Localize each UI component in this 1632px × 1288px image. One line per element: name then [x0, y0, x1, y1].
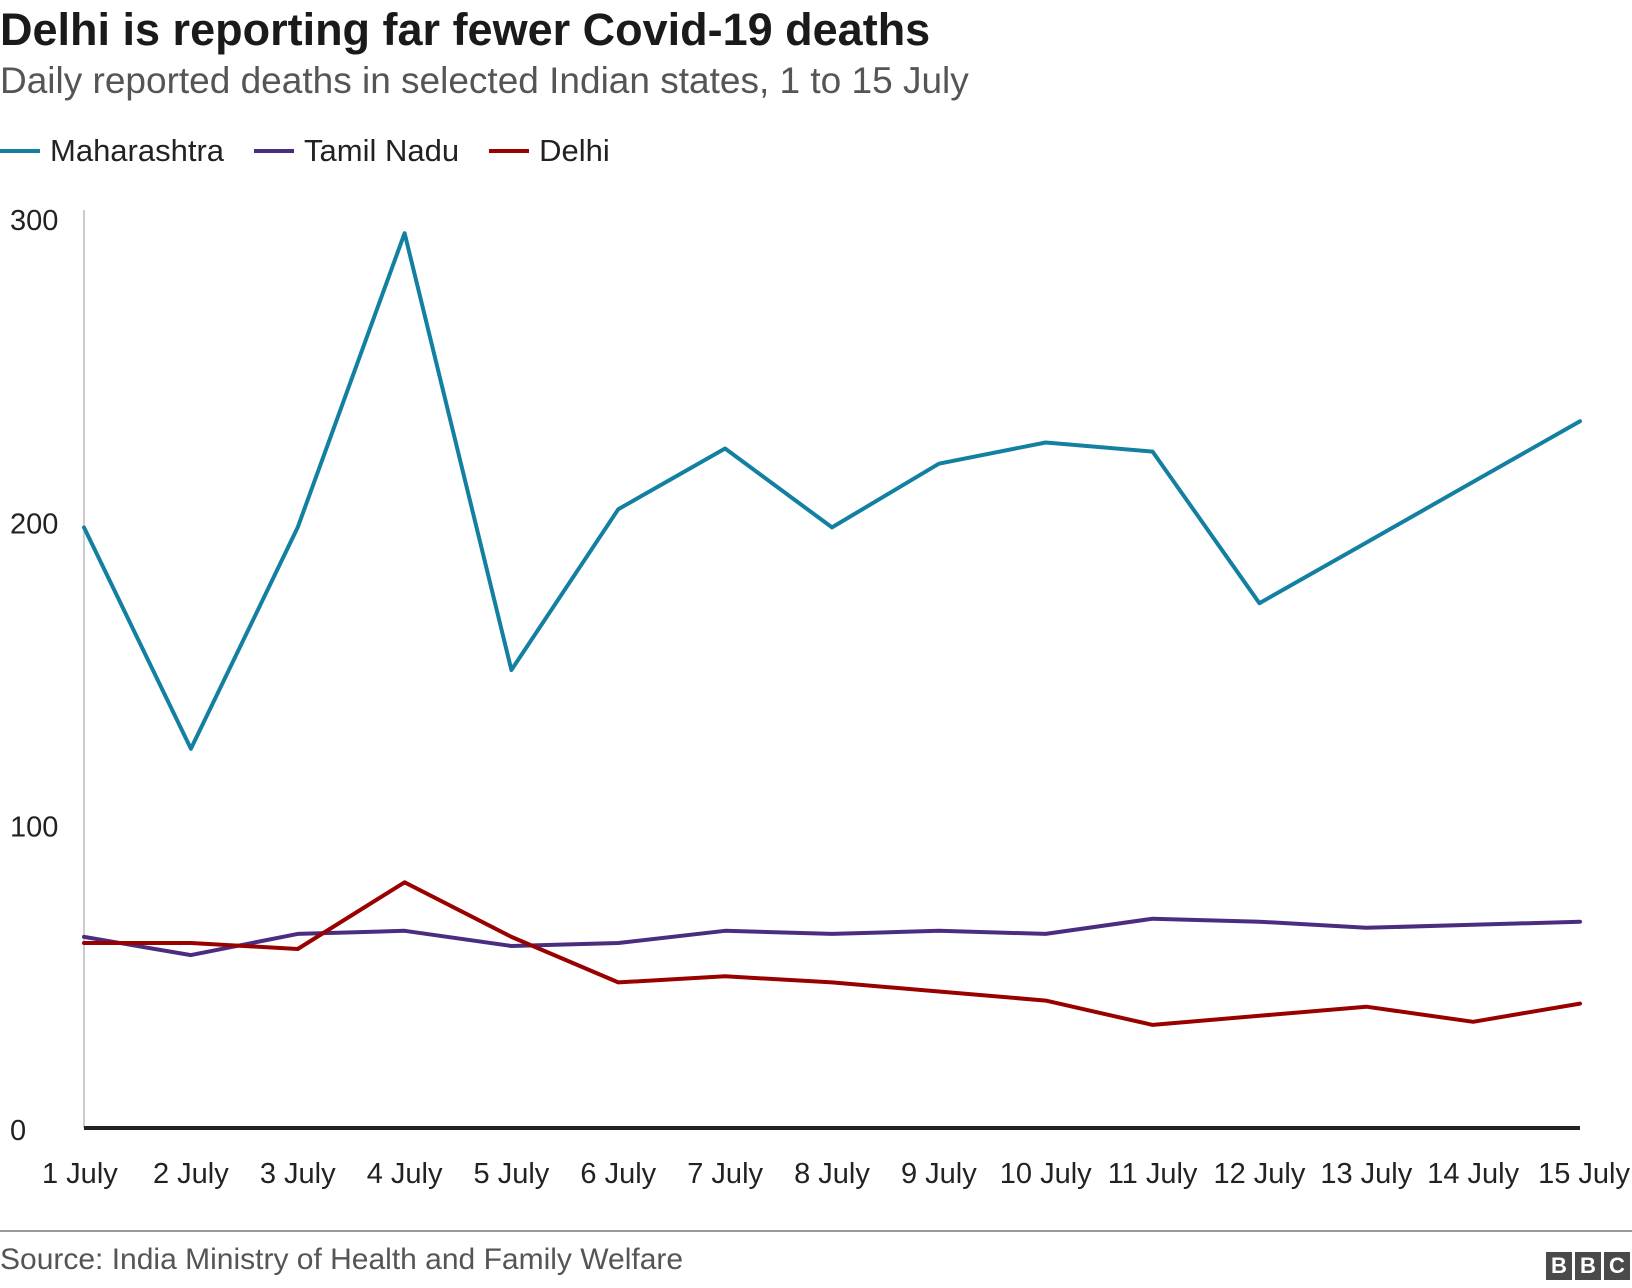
x-tick-label: 11 July: [1108, 1158, 1198, 1190]
bbc-logo-letter: B: [1546, 1252, 1572, 1280]
legend-swatch-tamil-nadu: [254, 149, 295, 153]
series-line-maharashtra: [82, 231, 1582, 751]
x-tick-label: 14 July: [1427, 1158, 1519, 1190]
bbc-logo-letter: C: [1604, 1252, 1630, 1280]
chart-subtitle: Daily reported deaths in selected Indian…: [0, 60, 969, 101]
legend-swatch-delhi: [489, 149, 530, 153]
y-tick-label: 100: [10, 812, 58, 844]
legend-label-tamil-nadu: Tamil Nadu: [304, 133, 460, 168]
bbc-logo: B B C: [1543, 1252, 1630, 1280]
legend-swatch-maharashtra: [0, 149, 40, 153]
x-tick-label: 6 July: [580, 1158, 656, 1190]
legend-item-delhi: Delhi: [489, 133, 610, 169]
y-tick-label: 300: [10, 205, 58, 237]
legend-item-maharashtra: Maharashtra: [0, 133, 224, 169]
footer-divider: [0, 1230, 1632, 1232]
x-tick-label: 13 July: [1320, 1158, 1412, 1190]
x-tick-label: 9 July: [901, 1158, 977, 1190]
x-tick-label: 4 July: [367, 1158, 443, 1190]
x-tick-label: 10 July: [1000, 1158, 1092, 1190]
x-tick-label: 5 July: [474, 1158, 550, 1190]
chart-legend: Maharashtra Tamil Nadu Delhi: [0, 133, 640, 169]
bbc-logo-letter: B: [1575, 1252, 1601, 1280]
line-chart: 0 100 200 300 1 July 2 July 3 July 4 July 5 July…: [10, 205, 1630, 1190]
x-tick-label: 15 July: [1538, 1158, 1630, 1190]
x-tick-label: 7 July: [687, 1158, 763, 1190]
chart-title: Delhi is reporting far fewer Covid-19 de…: [0, 4, 931, 55]
legend-item-tamil-nadu: Tamil Nadu: [254, 133, 459, 169]
x-tick-label: 8 July: [794, 1158, 870, 1190]
x-tick-label: 12 July: [1213, 1158, 1305, 1190]
y-tick-label: 0: [10, 1115, 26, 1147]
legend-label-delhi: Delhi: [539, 133, 610, 168]
series-line-tamil-nadu: [82, 916, 1582, 958]
x-tick-label: 1 July: [42, 1158, 118, 1190]
source-note: Source: India Ministry of Health and Fam…: [0, 1243, 684, 1276]
x-tick-label: 3 July: [260, 1158, 336, 1190]
series-line-delhi: [82, 880, 1582, 1027]
legend-label-maharashtra: Maharashtra: [50, 133, 225, 168]
y-tick-label: 200: [10, 508, 58, 540]
x-tick-label: 2 July: [153, 1158, 229, 1190]
